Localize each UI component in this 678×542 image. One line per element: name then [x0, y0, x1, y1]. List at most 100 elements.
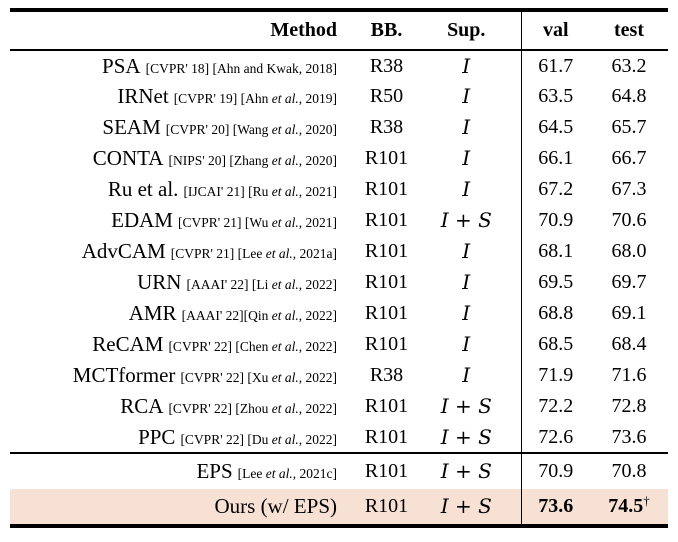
method-citation: [CVPR' 21] [Lee et al., 2021a]: [170, 246, 337, 261]
val-score-cell: 73.6: [520, 489, 590, 526]
test-score-cell: 69.1: [611, 302, 647, 324]
backbone-cell: R101: [364, 395, 409, 417]
val-score-cell: 64.5: [520, 112, 590, 143]
supervision-cell: I: [428, 50, 521, 81]
supervision-symbol: I: [462, 270, 471, 294]
test-score-cell: 70.6: [611, 209, 647, 231]
backbone-cell: R101: [345, 452, 428, 489]
table-row: CONTA [NIPS' 20] [Zhang et al., 2020] R10…: [10, 143, 668, 174]
method-name: EPS: [196, 459, 233, 483]
method-citation: [CVPR' 21] [Wu et al., 2021]: [177, 215, 337, 230]
test-score-cell: 73.6: [611, 425, 647, 448]
test-score-cell: 64.8: [611, 85, 647, 107]
table-row: URN [AAAI' 22] [Li et al., 2022] R101 I 69.…: [10, 267, 668, 298]
supervision-symbol: I: [462, 239, 471, 263]
supervision-symbol: I + S: [440, 494, 492, 518]
test-score-cell: 72.8: [611, 395, 647, 417]
method-citation: [CVPR' 18] [Ahn and Kwak, 2018]: [145, 60, 337, 76]
val-score-cell: 70.9: [520, 452, 590, 489]
method-name: MCTformer: [72, 363, 176, 387]
table-row: RCA [CVPR' 22] [Zhou et al., 2022] R101 I …: [10, 391, 668, 422]
dagger-mark: †: [643, 493, 650, 508]
backbone-cell: R38: [369, 54, 404, 77]
test-score-cell: 70.8: [590, 452, 668, 489]
method-cell: EPS [Lee et al., 2021c]: [10, 452, 345, 489]
supervision-symbol: I: [462, 301, 471, 325]
supervision-cell: I: [428, 236, 521, 267]
supervision-cell: I: [428, 112, 521, 143]
method-citation: [CVPR' 22] [Chen et al., 2022]: [168, 339, 337, 354]
table-row: PPC [CVPR' 22] [Du et al., 2022] R101 I + …: [10, 422, 668, 453]
backbone-cell: R101: [364, 302, 409, 324]
val-score-cell: 67.2: [520, 174, 590, 205]
method-name: CONTA: [92, 146, 164, 170]
method-name: RCA: [120, 394, 164, 418]
test-score-cell: 74.5†: [608, 493, 650, 517]
table-row: Ours (w/ EPS) R101 I + S 73.6 74.5†: [10, 489, 668, 526]
backbone-cell: R101: [364, 495, 409, 517]
method-cell: EDAM [CVPR' 21] [Wu et al., 2021]: [10, 205, 345, 236]
backbone-cell: R50: [369, 85, 404, 107]
supervision-cell: I: [428, 360, 521, 391]
val-score-cell: 68.8: [520, 298, 590, 329]
method-cell: AMR [AAAI' 22][Qin et al., 2022]: [10, 298, 345, 329]
method-citation: [NIPS' 20] [Zhang et al., 2020]: [168, 153, 337, 168]
supervision-symbol: I: [462, 84, 471, 108]
method-citation: [IJCAI' 21] [Ru et al., 2021]: [183, 184, 337, 199]
col-header-sup: Sup.: [428, 10, 521, 51]
supervision-symbol: I: [462, 177, 471, 201]
supervision-symbol: I + S: [440, 424, 492, 449]
method-citation: [CVPR' 20] [Wang et al., 2020]: [165, 122, 337, 137]
supervision-cell: I + S: [428, 422, 521, 453]
val-score-cell: 63.5: [520, 81, 590, 112]
table-row: EDAM [CVPR' 21] [Wu et al., 2021] R101 I +…: [10, 205, 668, 236]
supervision-symbol: I: [462, 146, 471, 170]
backbone-cell: R101: [364, 147, 409, 169]
supervision-cell: I: [428, 143, 521, 174]
test-score-cell: 69.7: [611, 271, 647, 293]
paper-table: Method BB. Sup. val test PSA [CVPR' 18] …: [10, 8, 668, 528]
method-cell: IRNet [CVPR' 19] [Ahn et al., 2019]: [10, 81, 345, 112]
backbone-cell: R101: [364, 271, 409, 293]
table-row: EPS [Lee et al., 2021c] R101 I + S 70.9 70.8: [10, 452, 668, 489]
method-cell: ReCAM [CVPR' 22] [Chen et al., 2022]: [10, 329, 345, 360]
method-cell: MCTformer [CVPR' 22] [Xu et al., 2022]: [10, 360, 345, 391]
method-cell: AdvCAM [CVPR' 21] [Lee et al., 2021a]: [10, 236, 345, 267]
method-name: ReCAM: [92, 332, 164, 356]
method-name: Ours (w/ EPS): [214, 494, 337, 518]
supervision-cell: I: [428, 298, 521, 329]
method-cell: SEAM [CVPR' 20] [Wang et al., 2020]: [10, 112, 345, 143]
test-score-cell: 65.7: [611, 116, 647, 138]
method-name: AMR: [128, 301, 177, 325]
table-body: PSA [CVPR' 18] [Ahn and Kwak, 2018] R38 I 6…: [10, 50, 668, 526]
table-row: SEAM [CVPR' 20] [Wang et al., 2020] R38 I 6…: [10, 112, 668, 143]
method-citation: [CVPR' 22] [Xu et al., 2022]: [180, 370, 337, 385]
val-score-cell: 69.5: [520, 267, 590, 298]
method-name: IRNet: [117, 84, 169, 108]
table-row: PSA [CVPR' 18] [Ahn and Kwak, 2018] R38 I 6…: [10, 50, 668, 81]
method-cell: URN [AAAI' 22] [Li et al., 2022]: [10, 267, 345, 298]
table-row: MCTformer [CVPR' 22] [Xu et al., 2022] R3…: [10, 360, 668, 391]
method-name: AdvCAM: [81, 239, 166, 263]
test-score-cell: 71.6: [611, 364, 647, 386]
table-row: ReCAM [CVPR' 22] [Chen et al., 2022] R101…: [10, 329, 668, 360]
val-score-cell: 71.9: [520, 360, 590, 391]
col-header-bb: BB.: [345, 10, 428, 51]
supervision-cell: I + S: [428, 489, 521, 526]
col-header-test: test: [590, 10, 668, 51]
table-row: AdvCAM [CVPR' 21] [Lee et al., 2021a] R10…: [10, 236, 668, 267]
backbone-cell: R101: [364, 240, 409, 262]
val-score-cell: 70.9: [520, 205, 590, 236]
method-citation: [CVPR' 22] [Du et al., 2022]: [180, 431, 337, 447]
table-row: Ru et al. [IJCAI' 21] [Ru et al., 2021] R…: [10, 174, 668, 205]
table-row: AMR [AAAI' 22][Qin et al., 2022] R101 I 68.…: [10, 298, 668, 329]
val-score-cell: 66.1: [520, 143, 590, 174]
supervision-symbol: I: [462, 53, 471, 78]
method-cell: Ours (w/ EPS): [10, 489, 345, 526]
method-citation: [CVPR' 19] [Ahn et al., 2019]: [173, 91, 337, 106]
method-citation: [AAAI' 22] [Li et al., 2022]: [186, 277, 337, 292]
method-cell: PPC [CVPR' 22] [Du et al., 2022]: [10, 422, 345, 453]
supervision-symbol: I + S: [440, 459, 492, 483]
test-score-cell: 63.2: [611, 54, 647, 77]
supervision-symbol: I: [462, 115, 471, 139]
